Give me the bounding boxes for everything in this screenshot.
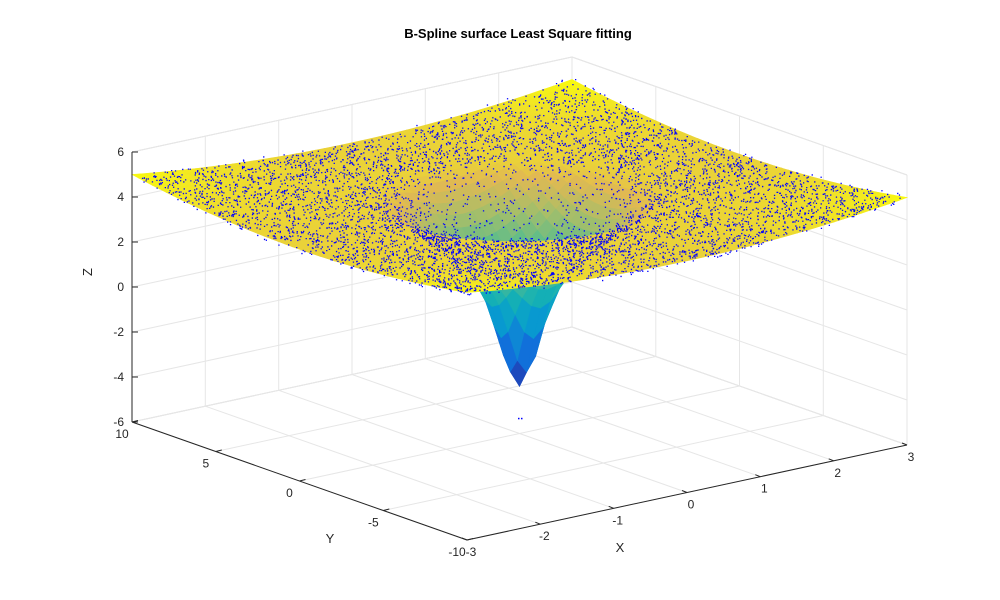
x-tick-label: 2 xyxy=(834,466,841,480)
z-tick-label: 6 xyxy=(117,145,124,159)
z-tick-label: 2 xyxy=(117,235,124,249)
grid-line xyxy=(131,56,573,153)
chart-title: B-Spline surface Least Square fitting xyxy=(404,26,632,41)
z-axis-label: Z xyxy=(80,268,95,276)
grid-line xyxy=(571,326,908,446)
grid-line xyxy=(131,326,573,423)
scatter-point xyxy=(518,417,520,420)
grid-line xyxy=(299,385,740,482)
grid-line xyxy=(383,415,824,511)
y-tick-label: 5 xyxy=(202,457,209,471)
x-tick-label: -2 xyxy=(539,529,550,543)
fitted-surface xyxy=(130,79,909,388)
x-tick-label: 1 xyxy=(761,482,768,496)
x-tick-label: -1 xyxy=(612,513,623,527)
z-tick-label: -2 xyxy=(113,325,124,339)
scatter-point xyxy=(521,417,523,420)
x-tick-label: 3 xyxy=(908,450,915,464)
y-tick-label: -5 xyxy=(368,516,379,530)
grid-line xyxy=(571,281,908,401)
grid-line xyxy=(571,56,908,176)
y-tick-label: 0 xyxy=(286,486,293,500)
y-axis-label: Y xyxy=(326,531,335,546)
grid-line xyxy=(215,356,656,452)
z-tick-label: 4 xyxy=(117,190,124,204)
y-tick-label: -10 xyxy=(448,545,466,559)
z-tick-label: -4 xyxy=(113,370,124,384)
z-tick-label: 0 xyxy=(117,280,124,294)
x-axis-label: X xyxy=(616,540,625,555)
z-tick-label: -6 xyxy=(113,415,124,429)
y-tick-label: 10 xyxy=(115,427,129,441)
x-tick-label: 0 xyxy=(688,498,695,512)
x-tick-label: -3 xyxy=(466,545,477,559)
